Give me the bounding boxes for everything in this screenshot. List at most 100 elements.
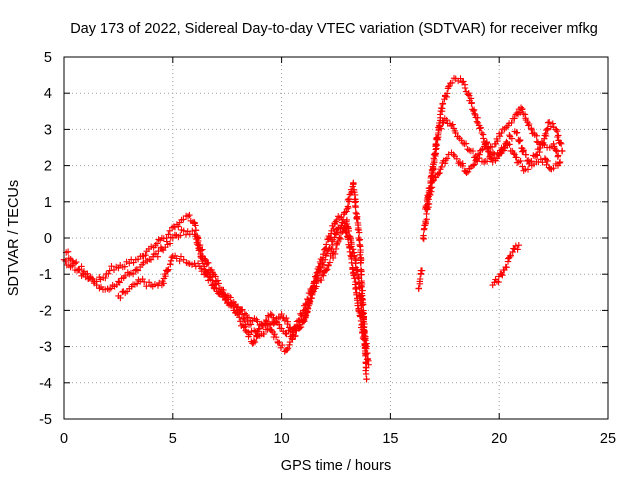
data-point <box>212 281 219 288</box>
data-point <box>553 126 560 133</box>
data-point <box>126 260 133 267</box>
data-point <box>539 159 546 166</box>
data-point <box>91 278 98 285</box>
data-point <box>356 229 363 236</box>
data-point <box>134 267 142 274</box>
data-point <box>272 319 279 326</box>
x-axis-label: GPS time / hours <box>281 458 391 474</box>
data-point <box>460 78 467 85</box>
data-point <box>443 155 451 162</box>
data-point <box>443 116 450 124</box>
data-point <box>536 148 543 156</box>
data-point <box>533 132 540 139</box>
data-point <box>270 320 277 327</box>
data-point <box>508 119 515 126</box>
data-point <box>533 138 540 145</box>
data-point <box>354 273 362 281</box>
data-point <box>363 376 370 383</box>
data-point <box>224 296 231 303</box>
y-tick-label: -1 <box>39 267 52 283</box>
data-point <box>415 285 422 292</box>
data-point <box>245 314 253 321</box>
data-point <box>324 266 331 273</box>
data-point <box>452 129 459 137</box>
data-point <box>313 283 320 290</box>
data-point <box>513 129 521 136</box>
data-point <box>431 156 438 164</box>
data-point <box>329 254 337 262</box>
y-tick-label: 3 <box>44 122 52 138</box>
data-point <box>93 281 100 289</box>
data-point <box>121 263 128 270</box>
data-point <box>283 314 290 322</box>
data-point <box>166 240 174 247</box>
data-point <box>536 144 544 152</box>
data-point <box>508 135 516 142</box>
data-point <box>262 316 270 324</box>
data-point <box>554 162 562 169</box>
data-point <box>506 141 513 148</box>
data-point <box>474 150 482 158</box>
data-point <box>471 110 478 117</box>
data-point <box>254 318 261 325</box>
data-point <box>469 147 477 155</box>
y-tick-label: -2 <box>39 303 52 319</box>
y-axis-label: SDTVAR / TECUs <box>6 180 22 296</box>
data-point <box>151 281 159 288</box>
data-point <box>251 338 259 346</box>
data-point <box>168 254 175 261</box>
data-point <box>440 119 447 126</box>
data-point <box>238 311 246 318</box>
data-point <box>244 318 251 325</box>
data-point <box>356 284 364 292</box>
data-point <box>476 151 483 158</box>
series-arc-2c <box>424 139 562 205</box>
data-point <box>533 151 540 158</box>
data-point <box>462 140 470 147</box>
y-tick-label: 0 <box>44 231 52 247</box>
series-arc-3 <box>489 242 522 289</box>
data-point <box>459 162 466 170</box>
data-point <box>192 227 200 234</box>
data-point <box>176 257 183 265</box>
data-point <box>549 120 556 127</box>
data-point <box>191 219 198 226</box>
data-point <box>515 138 523 145</box>
data-point <box>203 271 210 278</box>
data-point <box>304 305 312 312</box>
data-point <box>331 250 339 258</box>
data-point <box>356 237 363 244</box>
y-tick-label: -4 <box>39 376 52 392</box>
data-point <box>241 316 248 323</box>
data-point <box>267 310 274 318</box>
data-point <box>496 133 504 140</box>
data-point <box>514 246 521 253</box>
data-point <box>496 151 503 158</box>
data-point <box>495 278 502 286</box>
data-point <box>350 272 357 279</box>
data-point <box>143 283 150 290</box>
data-point <box>438 163 445 171</box>
data-point <box>483 139 491 146</box>
data-point <box>105 270 112 277</box>
x-tick-label: 0 <box>60 431 68 447</box>
data-point <box>445 83 452 90</box>
data-point <box>64 248 72 255</box>
data-point <box>337 235 344 243</box>
data-point <box>498 129 505 137</box>
data-point <box>357 246 364 254</box>
data-point <box>271 331 278 338</box>
data-point <box>474 158 481 165</box>
data-point <box>296 321 303 329</box>
data-point <box>186 211 193 219</box>
data-point <box>360 336 368 343</box>
data-point <box>353 215 361 223</box>
label-layer: Day 173 of 2022, Sidereal Day-to-day VTE… <box>6 21 598 474</box>
data-point <box>498 271 505 278</box>
data-point <box>347 236 354 244</box>
data-point <box>456 158 464 166</box>
data-point <box>282 330 289 337</box>
data-point <box>346 198 353 205</box>
data-point <box>167 261 174 268</box>
